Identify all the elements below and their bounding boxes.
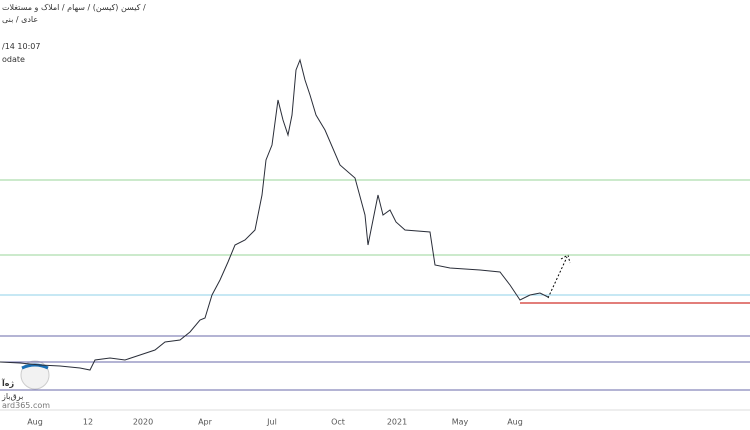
- logo-shape: [20, 360, 50, 390]
- logo-tagline: برق‌باز: [1, 392, 23, 401]
- arrow-head: [560, 254, 571, 264]
- symbol-path: کیسن (کیسن) / سهام / املاک و مستغلات /: [2, 3, 146, 12]
- logo-site: ard365.com: [2, 401, 50, 410]
- note: odate: [2, 55, 25, 64]
- x-tick-label: Jul: [266, 418, 277, 427]
- symbol-type: عادی / بنی: [2, 15, 38, 24]
- price-line: [0, 58, 549, 371]
- projection-arrow: [547, 256, 568, 299]
- x-tick-label: May: [452, 418, 469, 427]
- datetime: /14 10:07: [2, 42, 40, 51]
- watermark: ژه‌آ برق‌باز ard365.com: [1, 360, 50, 410]
- x-tick-label: 2021: [387, 418, 407, 427]
- logo-text: ژه‌آ: [1, 378, 14, 388]
- x-tick-label: 12: [83, 418, 93, 427]
- x-tick-label: Oct: [331, 418, 345, 427]
- x-tick-label: Aug: [507, 418, 523, 427]
- x-tick-label: Aug: [27, 418, 43, 427]
- x-tick-label: 2020: [133, 418, 153, 427]
- x-tick-label: Apr: [198, 418, 213, 427]
